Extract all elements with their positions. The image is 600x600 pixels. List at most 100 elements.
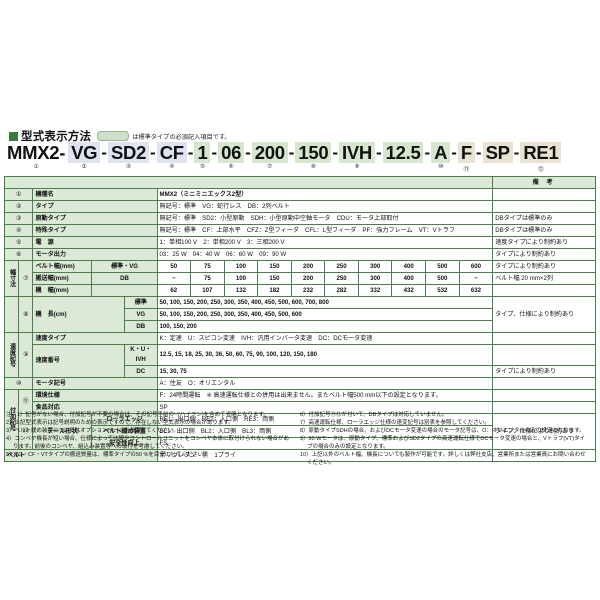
row-label: 機 長(cm) <box>32 296 125 333</box>
width-value: 200 <box>290 260 326 273</box>
width-value: 250 <box>324 272 359 285</box>
width-value: 150 <box>257 260 292 273</box>
code-token-index: ⑧ <box>310 164 316 170</box>
row-remark: 速度タイプにより制約あり <box>492 236 596 249</box>
code-separator: - <box>288 143 295 162</box>
code-token-index: ⑤ <box>199 164 206 170</box>
table-header-spacer <box>3 176 494 189</box>
speed-value: 15, 30, 75 <box>156 365 494 378</box>
row-remark <box>492 284 596 297</box>
row-value: SP <box>156 401 494 414</box>
code-separator: - <box>332 143 339 162</box>
row-remark <box>492 332 596 345</box>
row-label: モータ出力 <box>32 248 158 261</box>
footnote-item: 2）上記型式表示は記号説明のための表示ですので、存在しない型式表示の場合がありま… <box>6 420 234 427</box>
code-token-: VG ② <box>68 142 101 170</box>
table-row: ① 機種名 MMX2（ミニミニエックス2型） <box>3 188 596 201</box>
code-token-index: ⑦ <box>267 164 273 170</box>
row-remark <box>492 344 596 366</box>
row-index: ⑦ <box>18 260 34 297</box>
code-separator: - <box>513 143 520 162</box>
row-remark <box>492 389 596 402</box>
group-label-width: 幅寸法 <box>3 260 20 297</box>
width-value: 300 <box>357 272 393 285</box>
width-value: 107 <box>190 284 225 297</box>
code-token-: 150 ⑧ <box>295 142 332 170</box>
width-value: 300 <box>357 260 393 273</box>
table-row: ② タイプ 無記号：標準 VG：蛇行レス DB：2列ベルト <box>3 200 596 213</box>
code-token-text: A <box>431 142 451 163</box>
code-separator: - <box>211 143 218 162</box>
row-label: 電 源 <box>32 236 158 249</box>
code-token-text: F <box>457 142 475 163</box>
code-separator: - <box>150 143 156 162</box>
footnote-item: 注：1）記号がない場合、付加記号が不要の場合は、その記号手前の'-'(ハイフン)… <box>6 412 269 418</box>
code-token-text: 06 <box>218 142 245 163</box>
table-row: ⑥ モータ出力 03：25 W 04：40 W 06：60 W 09：90 W タイプ… <box>3 248 596 261</box>
footnotes-left-column: 注：1）記号がない場合、付加記号が不要の場合は、その記号手前の'-'(ハイフン)… <box>6 412 300 468</box>
row-index: ⑩ <box>3 377 34 390</box>
row-index: ⑨ <box>18 332 34 378</box>
width-value: 232 <box>290 284 326 297</box>
table-row: 付加記号 ⑪ 環境仕様 F：24時間運転 ※ 高速運転仕様との併用は出来ません。またベ… <box>3 389 596 450</box>
row-label: テール形状 <box>32 413 93 450</box>
table-row: 幅寸法 ⑦ ベルト幅(mm) 標準・VG 50 75 100 150 200 250 300 400 5… <box>3 260 596 297</box>
length-value: 100, 150, 200 <box>156 320 494 333</box>
code-separator: - <box>101 143 107 162</box>
square-bullet-icon <box>9 131 18 141</box>
row-value: 無記号：標準 CF：上部水平 CFZ：Z型フィーダ CFL：L型フィーダ PF：… <box>156 224 494 237</box>
row-value: ポリウレタン 黒 1プライ <box>156 449 494 462</box>
row-subtype: DC <box>123 365 158 378</box>
row-label: ベルト幅(mm) <box>32 260 93 273</box>
code-separator: - <box>245 143 251 162</box>
code-token-index: ⑪ <box>463 167 470 173</box>
group-label-speed: 速度記号 <box>3 332 20 378</box>
legend-chip-icon <box>97 131 130 141</box>
row-index: ⑤ <box>3 236 34 249</box>
row-remark: DBタイプは標準のみ <box>492 212 596 225</box>
table-row: 速度番号 K・U・IVH 12.5, 15, 18, 25, 30, 36, 50,… <box>5 344 596 378</box>
width-value: 332 <box>357 284 393 297</box>
code-token-text: MMX2- <box>7 142 66 163</box>
speed-value: 12.5, 15, 18, 25, 30, 36, 50, 60, 75, 90… <box>156 344 494 366</box>
row-value: K：定速 U：スピコン変速 IVH：汎用インバータ変速 DC：DCモータ変速 <box>156 332 494 345</box>
row-subtype: 標準・VG <box>91 260 158 273</box>
table-row: ③ 原動タイプ 無記号：標準 SD2：小型原動 SDH：小型原動中空軸モータ CDU… <box>3 212 596 225</box>
row-index: ⑧ <box>18 296 34 333</box>
row-remark <box>492 401 596 414</box>
row-index: ① <box>3 188 34 201</box>
footnote-item: 8）原動タイプSDHの場合、およびDCモータ変速の場合のモータ記号は、O：オリエ… <box>300 428 585 435</box>
code-token-text: 200 <box>251 142 288 163</box>
footnote-item: 7）高速運転仕様、ローラエッジ仕様の速変記号は別表を参照してください。 <box>300 420 490 427</box>
width-value: 182 <box>257 284 292 297</box>
table-row: VG 50, 100, 150, 200, 250, 300, 350, 400,… <box>5 308 596 321</box>
code-token-text: CF <box>156 142 187 163</box>
row-remark: タイプ、仕様により制約あり <box>492 296 596 333</box>
section-heading: 型式表示方法 は標準タイプの必須記入項目です。 <box>9 128 231 144</box>
code-token-text: 150 <box>295 142 332 163</box>
code-token-: IVH ⑨ <box>339 142 375 170</box>
width-value: 100 <box>223 260 259 273</box>
code-token-: 200 ⑦ <box>251 142 288 170</box>
row-label: 機種名 <box>32 188 158 201</box>
group-label-option: 付加記号 <box>3 389 20 450</box>
width-value: 75 <box>190 260 225 273</box>
width-value: 50 <box>156 260 192 273</box>
row-index: ② <box>3 200 34 213</box>
table-row: ベルト ポリウレタン 黒 1プライ <box>4 449 596 462</box>
footnotes-right-column: 6）付加記号⑪⑫が付いて、DBタイプは対応していません。 7）高速運転仕様、ローラ… <box>300 412 594 468</box>
width-value: 400 <box>391 260 427 273</box>
row-remark <box>492 200 596 213</box>
table-row: 食品対応 SP <box>5 401 596 414</box>
code-token-text: 12.5 <box>382 142 424 163</box>
width-value: 75 <box>190 272 225 285</box>
width-value: 500 <box>425 260 460 273</box>
footnote-item: 4）コンベヤ機長が短い場合、仕様によっては脚やコントロールユニットをコンベヤ本体… <box>6 436 290 450</box>
table-row: DB 100, 150, 200 <box>5 320 596 333</box>
row-subtype: DB <box>91 272 158 285</box>
row-label: タイプ <box>32 200 158 213</box>
row-value: 03：25 W 04：40 W 06：60 W 09：90 W <box>156 248 494 261</box>
